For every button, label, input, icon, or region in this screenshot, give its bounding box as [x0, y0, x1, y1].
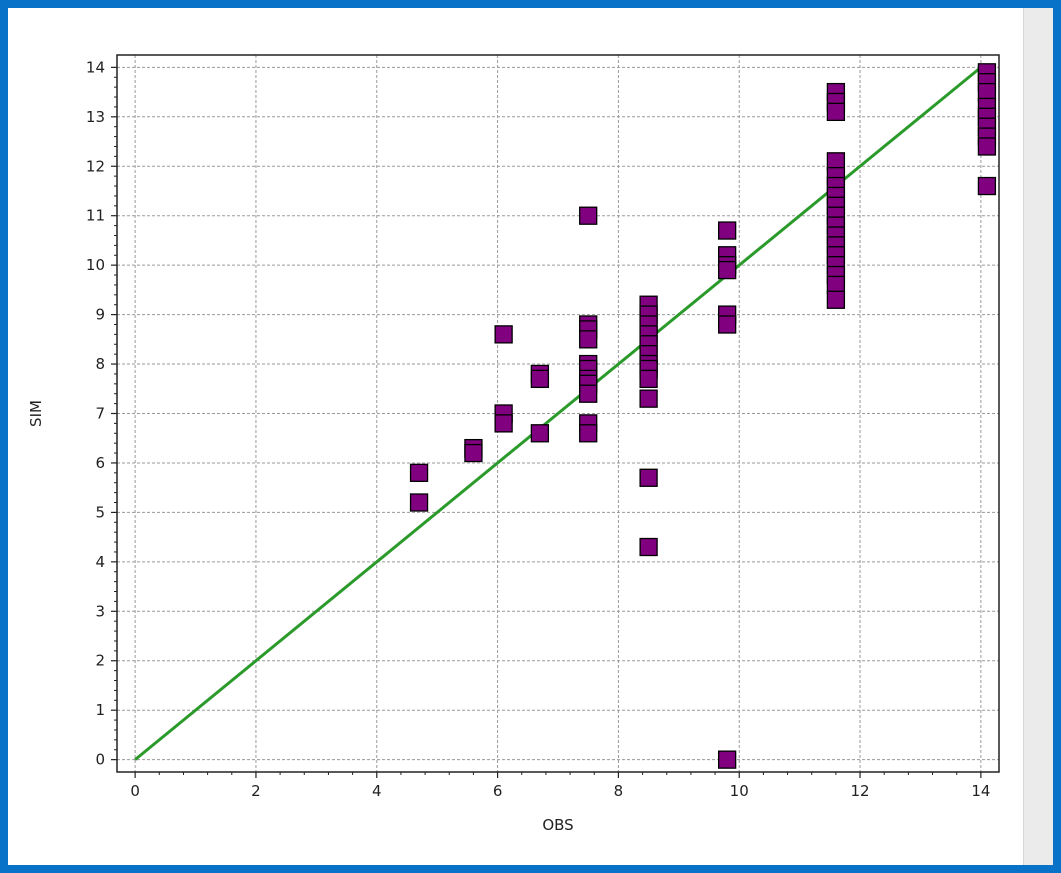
data-point [579, 206, 598, 225]
y-tick-label: 7 [95, 405, 105, 423]
data-point [639, 537, 658, 557]
y-tick-label: 3 [95, 602, 105, 620]
y-tick-label: 4 [95, 553, 105, 571]
data-point [579, 424, 598, 443]
y-tick-label: 8 [95, 355, 105, 373]
data-point [409, 493, 429, 512]
data-point [639, 369, 658, 389]
data-points [409, 63, 997, 769]
x-tick-label: 14 [971, 782, 990, 800]
x-tick-label: 10 [730, 782, 749, 800]
data-point [579, 384, 598, 403]
data-point [639, 389, 658, 408]
data-point [494, 325, 513, 344]
y-tick-label: 9 [95, 306, 105, 324]
x-tick-label: 0 [130, 782, 140, 800]
x-tick-label: 2 [251, 782, 261, 800]
y-tick-label: 10 [86, 256, 105, 274]
y-axis-label: SIM [27, 400, 45, 427]
y-tick-label: 1 [95, 701, 105, 719]
x-axis-label: OBS [542, 816, 573, 834]
data-point [530, 369, 550, 389]
data-point [718, 260, 737, 280]
y-tick-label: 11 [86, 207, 105, 225]
x-tick-label: 8 [614, 782, 624, 800]
data-point [639, 468, 658, 487]
y-tick-label: 5 [95, 503, 105, 521]
y-tick-label: 2 [95, 652, 105, 670]
data-point [494, 414, 513, 433]
scrollbar-track[interactable] [1023, 8, 1053, 865]
data-point [409, 463, 429, 482]
data-point [826, 290, 846, 309]
data-point [977, 137, 997, 156]
y-tick-label: 14 [86, 58, 105, 76]
data-point [718, 750, 737, 769]
data-point [718, 221, 737, 240]
y-tick-label: 13 [86, 108, 105, 126]
grid-lines [117, 55, 999, 772]
data-point [464, 443, 483, 463]
x-tick-label: 4 [372, 782, 382, 800]
y-tick-label: 12 [86, 157, 105, 175]
y-tick-label: 0 [95, 751, 105, 769]
data-point [826, 102, 846, 122]
data-point [718, 315, 737, 334]
data-point [579, 330, 598, 349]
x-tick-label: 6 [493, 782, 503, 800]
x-tick-label: 12 [851, 782, 870, 800]
y-tick-label: 6 [95, 454, 105, 472]
data-point [530, 424, 550, 443]
data-point [977, 176, 997, 196]
